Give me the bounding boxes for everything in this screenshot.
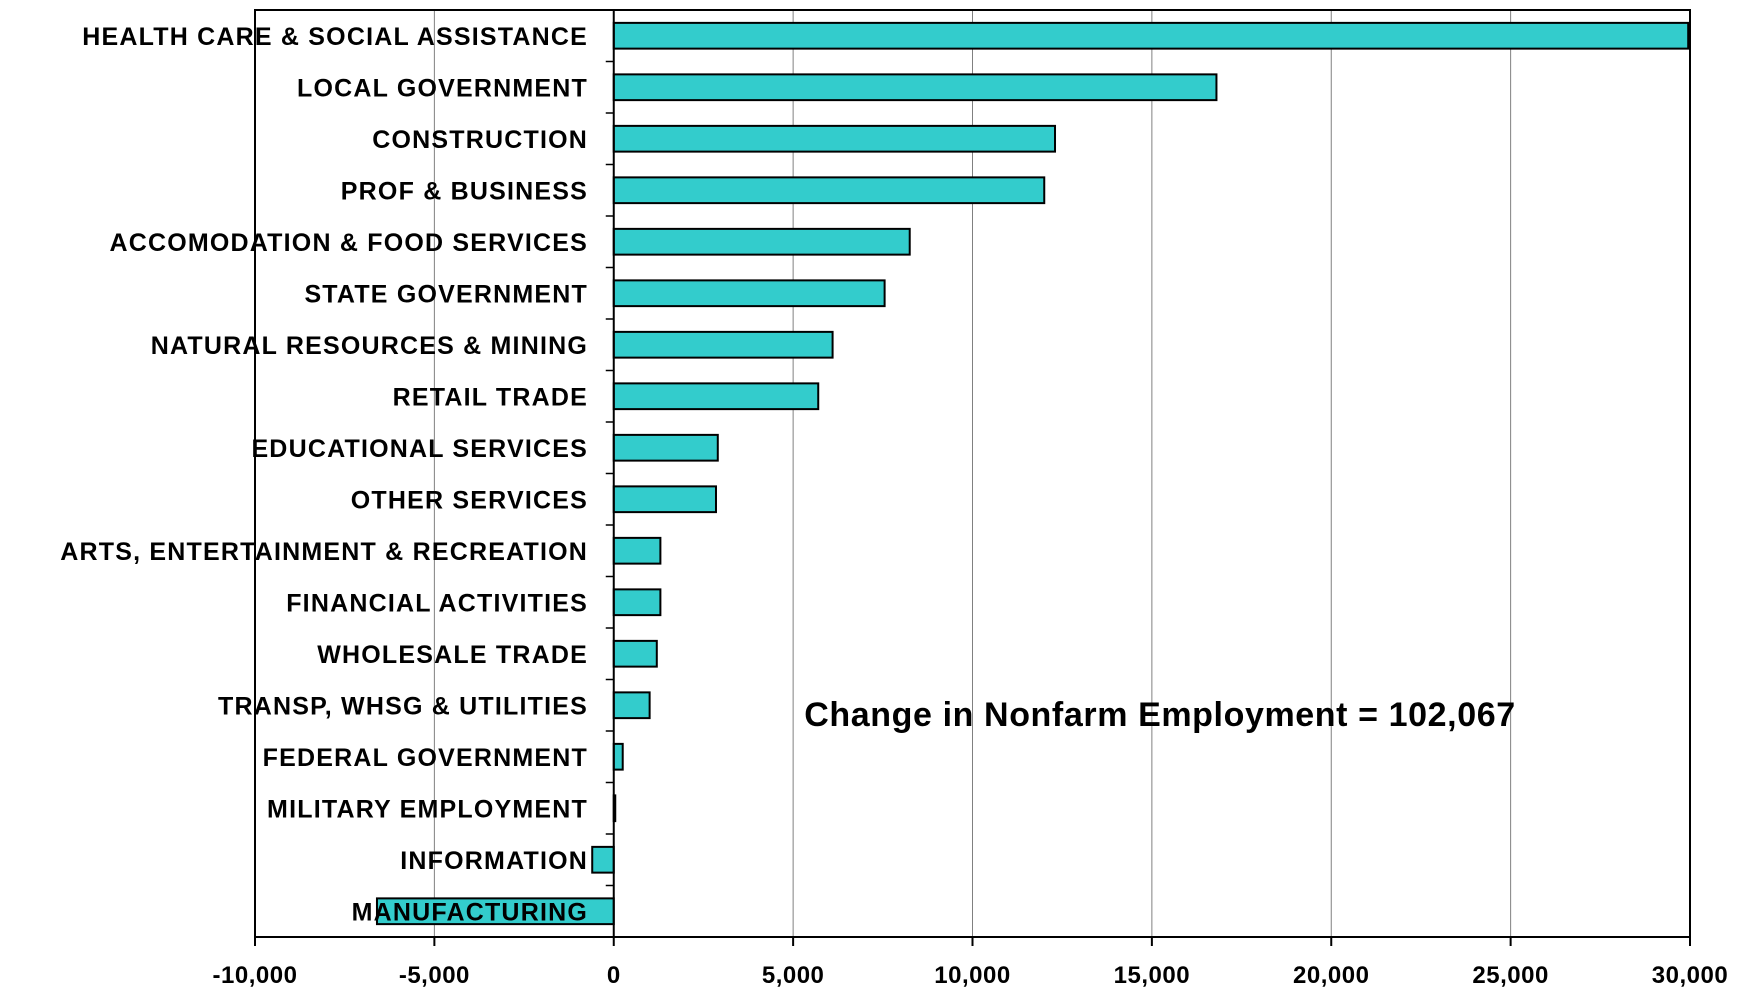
category-label: OTHER SERVICES: [351, 486, 588, 514]
category-label: EDUCATIONAL SERVICES: [251, 435, 588, 463]
category-label: LOCAL GOVERNMENT: [297, 74, 588, 102]
bar: [612, 330, 834, 359]
category-label: MILITARY EMPLOYMENT: [267, 795, 588, 823]
bar: [612, 536, 662, 565]
category-label: FINANCIAL ACTIVITIES: [286, 589, 588, 617]
bar: [612, 21, 1690, 50]
bar: [612, 227, 911, 256]
category-label: PROF & BUSINESS: [341, 177, 588, 205]
bar: [612, 124, 1057, 153]
category-label: STATE GOVERNMENT: [304, 280, 588, 308]
category-label: INFORMATION: [400, 847, 588, 875]
x-tick-label: 30,000: [1652, 962, 1728, 989]
bar: [612, 382, 820, 411]
x-tick-label: 10,000: [934, 962, 1010, 989]
x-tick-label: -5,000: [399, 962, 470, 989]
x-tick-label: 20,000: [1293, 962, 1369, 989]
bar: [612, 433, 719, 462]
category-label: CONSTRUCTION: [372, 126, 588, 154]
category-label: TRANSP, WHSG & UTILITIES: [218, 692, 588, 720]
category-label: RETAIL TRADE: [393, 383, 588, 411]
bar: [612, 588, 662, 617]
x-tick-label: 15,000: [1114, 962, 1190, 989]
category-label: HEALTH CARE & SOCIAL ASSISTANCE: [82, 23, 588, 51]
bar: [612, 742, 624, 771]
chart-annotation: Change in Nonfarm Employment = 102,067: [804, 696, 1516, 734]
bar: [612, 279, 886, 308]
category-label: ACCOMODATION & FOOD SERVICES: [109, 229, 588, 257]
category-label: FEDERAL GOVERNMENT: [263, 744, 588, 772]
bars: [375, 21, 1690, 926]
bar: [612, 73, 1218, 102]
bar: [612, 176, 1046, 205]
x-tick-label: 25,000: [1472, 962, 1548, 989]
category-label: ARTS, ENTERTAINMENT & RECREATION: [60, 538, 588, 566]
category-labels: HEALTH CARE & SOCIAL ASSISTANCE LOCAL GOV…: [60, 23, 588, 927]
bar: [591, 845, 615, 874]
bar: [612, 485, 717, 514]
x-axis-ticks: -10,000 -5,000 0 5,000 10,000 15,000 20,000 25,…: [213, 9, 1728, 989]
x-tick-label: -10,000: [213, 962, 298, 989]
category-label: NATURAL RESOURCES & MINING: [151, 332, 588, 360]
category-label: MANUFACTURING: [352, 898, 588, 926]
bar: [612, 639, 658, 668]
bar: [612, 691, 651, 720]
category-label: WHOLESALE TRADE: [317, 641, 588, 669]
x-tick-label: 0: [607, 962, 621, 989]
x-tick-label: 5,000: [762, 962, 825, 989]
